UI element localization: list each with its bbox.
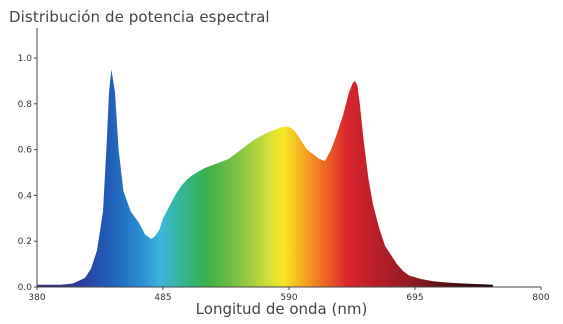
y-tick-label: 0.0 <box>18 283 33 293</box>
chart-title: Distribución de potencia espectral <box>9 8 270 26</box>
y-tick-label: 0.2 <box>18 237 32 247</box>
y-tick-label: 0.8 <box>18 100 33 110</box>
x-axis-label: Longitud de onda (nm) <box>195 300 368 318</box>
y-tick-label: 0.4 <box>18 191 33 201</box>
y-tick-label: 1.0 <box>18 54 33 64</box>
x-tick-label: 695 <box>406 293 423 303</box>
x-tick-label: 485 <box>154 293 171 303</box>
x-tick-label: 380 <box>28 293 45 303</box>
spectrum-area <box>37 69 493 287</box>
x-tick-label: 800 <box>532 293 549 303</box>
y-tick-label: 0.6 <box>18 146 33 156</box>
x-tick-label: 590 <box>280 293 297 303</box>
